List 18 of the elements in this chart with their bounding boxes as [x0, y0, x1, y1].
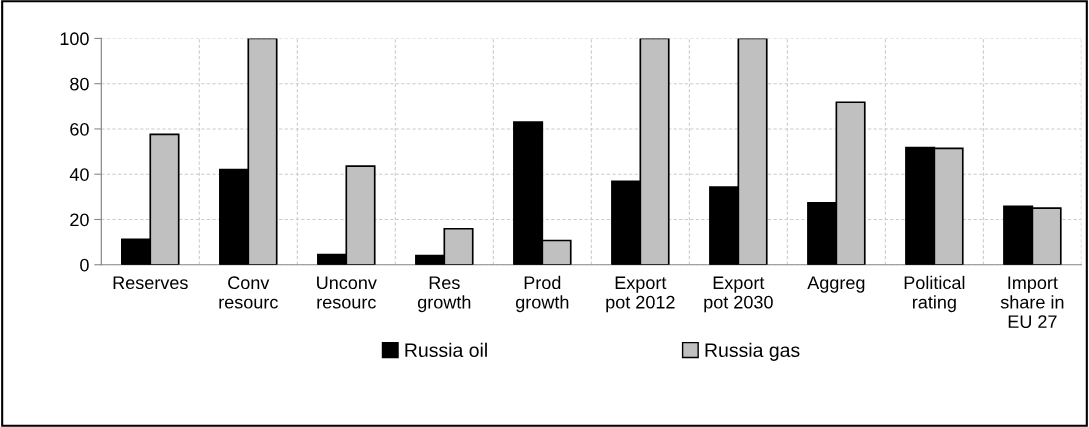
legend-label: Russia gas: [705, 342, 800, 361]
x-tick-label: Conv resourc: [219, 276, 278, 309]
x-tick-label: Reserves: [113, 276, 188, 290]
y-tick-label: 60: [70, 122, 89, 136]
x-tick-label: Export pot 2012: [606, 276, 675, 313]
legend-label: Russia oil: [405, 342, 487, 358]
x-tick-label: Political rating: [904, 275, 965, 313]
x-tick-label: Res growth: [417, 276, 471, 313]
y-tick-label: 80: [70, 77, 89, 91]
x-tick-label: Unconv resourc: [317, 276, 377, 309]
y-tick-label: 20: [70, 213, 89, 227]
y-tick-label: 100: [60, 32, 89, 46]
y-tick-label: 40: [69, 168, 89, 181]
x-tick-label: Import share in EU 27: [1000, 276, 1064, 329]
x-tick-label: Aggreg: [807, 276, 865, 293]
y-tick-label: 0: [80, 258, 89, 272]
x-tick-label: Export pot 2030: [704, 276, 773, 313]
x-tick-label: Prod growth: [515, 275, 569, 313]
